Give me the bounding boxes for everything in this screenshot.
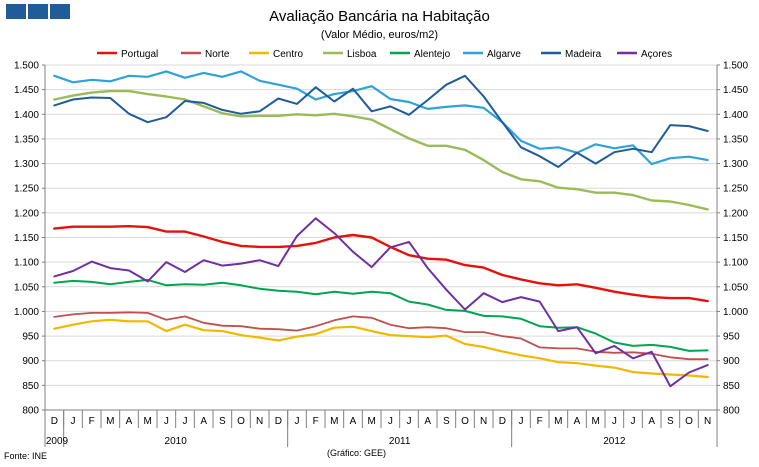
y-tick-label-right: 1.050 <box>723 282 748 293</box>
x-tick-label: A <box>200 416 207 427</box>
x-tick-label: J <box>295 416 300 427</box>
chart-credit: (Gráfico: GEE) <box>327 448 387 458</box>
x-tick-label: J <box>183 416 188 427</box>
x-tick-label: D <box>499 416 506 427</box>
x-tick-label: D <box>51 416 58 427</box>
series-line-madeira <box>53 74 709 168</box>
x-tick-label: S <box>443 416 450 427</box>
source-note: Fonte: INE <box>4 451 48 461</box>
x-tick-label: O <box>461 416 469 427</box>
y-tick-label-right: 1.450 <box>723 85 748 96</box>
x-tick-label: J <box>519 416 524 427</box>
x-tick-label: N <box>704 416 711 427</box>
x-tick-label: F <box>89 416 95 427</box>
y-tick-label-right: 1.500 <box>723 61 748 72</box>
year-label: 2012 <box>603 436 626 447</box>
legend-label: Centro <box>273 49 303 60</box>
y-tick-label-left: 1.200 <box>14 208 39 219</box>
y-tick-label-right: 900 <box>723 356 740 367</box>
x-tick-label: S <box>667 416 674 427</box>
series-line-alentejo <box>53 278 709 352</box>
x-tick-label: S <box>219 416 226 427</box>
y-tick-label-left: 1.500 <box>14 61 39 72</box>
x-tick-label: F <box>537 416 543 427</box>
x-tick-label: J <box>71 416 76 427</box>
x-tick-label: M <box>330 416 338 427</box>
logo-square-1 <box>6 4 26 19</box>
legend-label: Açores <box>641 49 672 60</box>
x-tick-label: A <box>574 416 581 427</box>
y-tick-label-left: 1.450 <box>14 85 39 96</box>
series-line-açores <box>53 217 709 388</box>
year-label: 2010 <box>165 436 188 447</box>
y-tick-label-right: 1.350 <box>723 134 748 145</box>
y-tick-label-left: 1.350 <box>14 134 39 145</box>
x-tick-label: M <box>591 416 599 427</box>
legend-label: Lisboa <box>347 49 377 60</box>
y-tick-label-right: 950 <box>723 332 740 343</box>
x-tick-label: M <box>106 416 114 427</box>
year-label: 2011 <box>389 436 411 447</box>
logo-square-2 <box>28 4 48 19</box>
x-tick-label: J <box>164 416 169 427</box>
y-tick-label-right: 1.150 <box>723 233 748 244</box>
legend-label: Norte <box>205 49 230 60</box>
y-tick-label-right: 1.400 <box>723 110 748 121</box>
x-tick-label: F <box>313 416 319 427</box>
x-tick-label: J <box>407 416 412 427</box>
y-tick-label-right: 1.100 <box>723 258 748 269</box>
x-tick-label: A <box>424 416 431 427</box>
x-tick-label: M <box>143 416 151 427</box>
y-tick-label-right: 1.250 <box>723 184 748 195</box>
x-tick-label: N <box>256 416 263 427</box>
x-tick-label: A <box>350 416 357 427</box>
y-tick-label-left: 800 <box>22 406 39 417</box>
x-tick-label: A <box>126 416 133 427</box>
y-tick-label-left: 900 <box>22 356 39 367</box>
series-line-lisboa <box>53 89 709 211</box>
x-tick-label: D <box>275 416 282 427</box>
y-tick-label-left: 1.150 <box>14 233 39 244</box>
y-tick-label-left: 1.400 <box>14 110 39 121</box>
y-tick-label-left: 850 <box>22 381 39 392</box>
legend-label: Algarve <box>487 49 521 60</box>
y-tick-label-left: 1.300 <box>14 159 39 170</box>
y-tick-label-right: 1.000 <box>723 307 748 318</box>
series-line-algarve <box>53 70 709 166</box>
year-label: 2009 <box>46 436 69 447</box>
y-tick-label-left: 1.000 <box>14 307 39 318</box>
x-tick-label: O <box>237 416 245 427</box>
series-line-centro <box>53 318 709 379</box>
legend-label: Madeira <box>565 49 602 60</box>
chart-title: Avaliação Bancária na Habitação <box>269 8 490 25</box>
x-tick-label: J <box>631 416 636 427</box>
legend-label: Alentejo <box>414 49 451 60</box>
y-tick-label-left: 950 <box>22 332 39 343</box>
x-tick-label: M <box>367 416 375 427</box>
x-tick-label: N <box>480 416 487 427</box>
x-tick-label: O <box>685 416 693 427</box>
y-tick-label-right: 800 <box>723 406 740 417</box>
y-tick-label-right: 850 <box>723 381 740 392</box>
y-tick-label-left: 1.250 <box>14 184 39 195</box>
y-tick-label-right: 1.300 <box>723 159 748 170</box>
y-tick-label-left: 1.100 <box>14 258 39 269</box>
logo-square-3 <box>50 4 70 19</box>
legend-label: Portugal <box>121 49 158 60</box>
x-tick-label: A <box>648 416 655 427</box>
series-line-portugal <box>53 224 709 303</box>
x-tick-label: M <box>554 416 562 427</box>
y-tick-label-left: 1.050 <box>14 282 39 293</box>
y-tick-label-right: 1.200 <box>723 208 748 219</box>
x-tick-label: J <box>612 416 617 427</box>
chart-subtitle: (Valor Médio, euros/m2) <box>320 29 439 41</box>
x-tick-label: J <box>388 416 393 427</box>
